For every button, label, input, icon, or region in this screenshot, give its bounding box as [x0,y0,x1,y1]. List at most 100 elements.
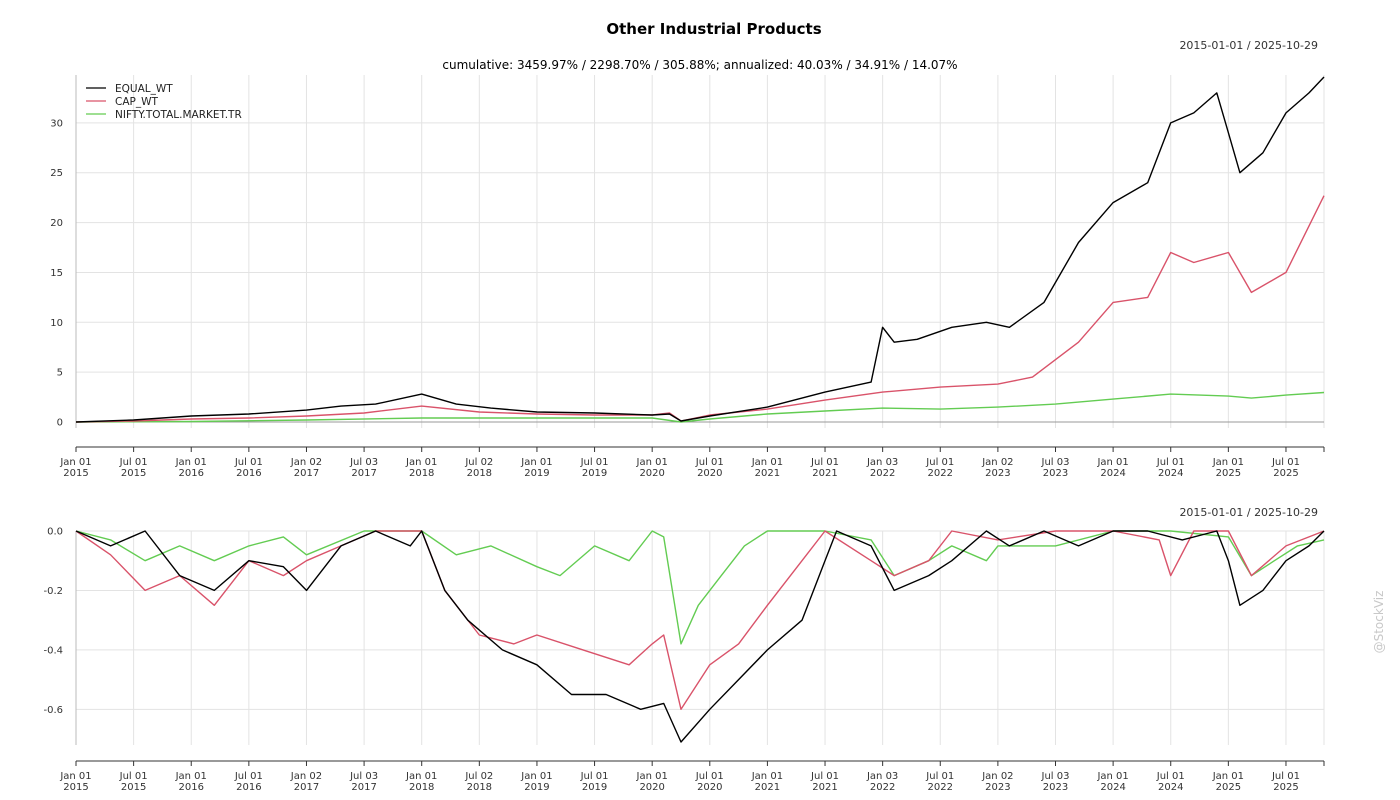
legend-label: EQUAL_WT [115,83,173,95]
x-tick-label: Jan 01 [405,771,437,782]
x-tick-year-label: 2017 [294,468,319,479]
x-tick-year-label: 2023 [985,782,1010,793]
x-tick-year-label: 2024 [1158,782,1183,793]
x-tick-label: Jul 01 [1156,457,1185,468]
x-tick-year-label: 2016 [179,782,204,793]
series-line-equal-wt [75,76,1325,423]
legend-label: NIFTY.TOTAL.MARKET.TR [115,109,242,121]
x-tick-year-label: 2023 [985,468,1010,479]
x-tick-year-label: 2019 [524,782,549,793]
x-tick-label: Jan 01 [1096,457,1128,468]
x-tick-label: Jul 01 [580,457,609,468]
x-tick-label: Jan 01 [175,457,207,468]
x-tick-year-label: 2015 [63,468,88,479]
series-line-equal-wt [75,530,1325,743]
x-tick-year-label: 2018 [467,782,492,793]
x-tick-label: Jul 01 [580,771,609,782]
x-tick-label: Jan 02 [290,457,322,468]
x-tick-label: Jan 01 [751,771,783,782]
y-tick-label: 25 [50,168,63,179]
chart-title: Other Industrial Products [606,20,821,38]
x-tick-label: Jan 01 [1212,771,1244,782]
y-tick-label: -0.2 [43,586,63,597]
x-tick-year-label: 2021 [812,468,837,479]
chart-header: Other Industrial Products cumulative: 34… [442,20,1386,653]
x-tick-year-label: 2020 [697,782,722,793]
x-tick-label: Jul 03 [1041,771,1070,782]
x-tick-label: Jan 03 [866,457,898,468]
x-tick-label: Jan 01 [636,771,668,782]
x-tick-year-label: 2019 [582,782,607,793]
x-tick-label: Jan 02 [981,771,1013,782]
x-tick-label: Jul 01 [925,457,954,468]
y-tick-label: -0.6 [43,705,63,716]
x-tick-label: Jan 01 [405,457,437,468]
x-tick-label: Jul 03 [349,457,378,468]
x-tick-label: Jan 01 [1212,457,1244,468]
x-tick-label: Jul 01 [234,771,263,782]
x-tick-year-label: 2025 [1216,782,1241,793]
x-tick-label: Jan 03 [866,771,898,782]
x-tick-label: Jan 01 [636,457,668,468]
y-tick-label: 0 [57,418,63,429]
x-tick-year-label: 2025 [1273,468,1298,479]
chart-subtitle: cumulative: 3459.97% / 2298.70% / 305.88… [442,58,957,72]
series-line-cap-wt [75,530,1325,710]
x-tick-label: Jul 01 [810,771,839,782]
x-tick-year-label: 2017 [294,782,319,793]
x-tick-label: Jul 02 [464,771,493,782]
watermark: @StockViz [1372,591,1386,654]
x-tick-year-label: 2021 [812,782,837,793]
x-tick-label: Jul 03 [1041,457,1070,468]
x-tick-year-label: 2019 [524,468,549,479]
x-tick-year-label: 2020 [639,468,664,479]
series-line-nifty-total-market-tr [75,530,1325,645]
x-tick-year-label: 2025 [1216,468,1241,479]
x-tick-label: Jan 01 [175,771,207,782]
x-tick-label: Jul 03 [349,771,378,782]
x-tick-year-label: 2015 [121,468,146,479]
x-tick-label: Jul 01 [1156,771,1185,782]
bottom-panel-date-range: 2015-01-01 / 2025-10-29 [1179,506,1318,519]
x-tick-year-label: 2021 [755,782,780,793]
x-tick-label: Jul 01 [234,457,263,468]
x-tick-label: Jan 01 [59,771,91,782]
x-tick-year-label: 2023 [1043,468,1068,479]
y-tick-label: 10 [50,318,63,329]
x-tick-year-label: 2022 [870,468,895,479]
x-tick-label: Jul 01 [1271,457,1300,468]
x-tick-label: Jul 01 [695,457,724,468]
x-tick-year-label: 2015 [63,782,88,793]
x-tick-year-label: 2016 [236,782,261,793]
x-tick-year-label: 2022 [870,782,895,793]
x-tick-year-label: 2025 [1273,782,1298,793]
legend-label: CAP_WT [115,96,158,108]
y-tick-label: 5 [57,368,63,379]
x-tick-year-label: 2020 [639,782,664,793]
x-tick-label: Jul 01 [119,771,148,782]
y-tick-label: -0.4 [43,645,63,656]
series-line-cap-wt [75,195,1325,423]
x-tick-label: Jul 01 [925,771,954,782]
x-tick-label: Jul 01 [1271,771,1300,782]
y-tick-label: 30 [50,118,63,129]
x-tick-year-label: 2016 [179,468,204,479]
x-tick-label: Jan 01 [751,457,783,468]
x-tick-year-label: 2017 [351,468,376,479]
y-tick-label: 15 [50,268,63,279]
x-tick-label: Jul 02 [464,457,493,468]
x-tick-year-label: 2023 [1043,782,1068,793]
top-panel-date-range: 2015-01-01 / 2025-10-29 [1179,39,1318,52]
x-tick-label: Jan 01 [520,771,552,782]
x-tick-year-label: 2018 [467,468,492,479]
x-tick-year-label: 2016 [236,468,261,479]
x-tick-year-label: 2018 [409,468,434,479]
series-line-nifty-total-market-tr [75,391,1325,423]
x-tick-year-label: 2018 [409,782,434,793]
x-tick-year-label: 2021 [755,468,780,479]
x-tick-label: Jan 02 [981,457,1013,468]
